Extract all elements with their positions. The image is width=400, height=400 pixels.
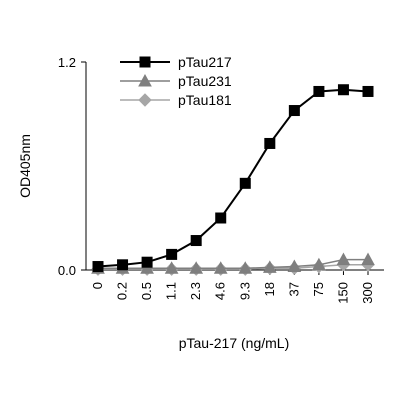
x-tick-label: 75 xyxy=(311,282,326,296)
x-tick-label: 18 xyxy=(262,282,277,296)
legend-item: pTau217 xyxy=(120,54,232,70)
y-tick-label: 1.2 xyxy=(58,55,76,70)
data-point xyxy=(238,261,253,274)
x-tick-label: 4.6 xyxy=(213,282,228,300)
x-ticks: 0 0.2 0.5 1.1 2.3 4.6 9.3 18 37 75 150 300 xyxy=(90,270,375,304)
legend: pTau217 pTau231 pTau181 xyxy=(120,54,232,108)
legend-label: pTau217 xyxy=(178,54,232,70)
x-tick-label: 2.3 xyxy=(188,282,203,300)
data-point xyxy=(189,261,204,274)
legend-marker xyxy=(139,56,151,68)
series-line xyxy=(98,258,368,270)
data-point xyxy=(166,248,178,260)
data-point xyxy=(190,235,202,247)
y-tick-label: 0.0 xyxy=(58,263,76,278)
x-tick-label: 9.3 xyxy=(237,282,252,300)
series-pTau181 xyxy=(91,258,375,276)
data-point xyxy=(264,137,276,149)
data-point xyxy=(361,252,375,266)
data-point xyxy=(164,261,179,274)
data-point xyxy=(337,84,349,96)
x-tick-label: 37 xyxy=(286,282,301,296)
legend-item: pTau231 xyxy=(120,73,232,89)
y-axis-title: OD405nm xyxy=(17,134,33,198)
series-layer xyxy=(91,84,375,276)
series-pTau217 xyxy=(92,84,374,273)
axes xyxy=(85,62,384,271)
data-point xyxy=(262,260,277,273)
x-tick-label: 0 xyxy=(90,282,105,289)
data-point xyxy=(215,212,227,224)
data-point xyxy=(362,85,374,97)
data-point xyxy=(313,85,325,97)
x-tick-label: 0.2 xyxy=(115,282,130,300)
legend-item: pTau181 xyxy=(120,92,232,108)
data-point xyxy=(141,256,153,268)
data-point xyxy=(117,259,129,271)
series-line xyxy=(97,88,369,268)
data-point xyxy=(92,261,104,273)
legend-marker xyxy=(138,93,152,107)
x-axis-title: pTau-217 (ng/mL) xyxy=(179,335,290,351)
data-point xyxy=(140,261,154,274)
legend-label: pTau181 xyxy=(178,92,232,108)
data-point xyxy=(213,261,228,274)
legend-marker xyxy=(138,73,152,87)
data-point xyxy=(239,177,251,189)
data-point xyxy=(287,259,302,273)
x-tick-label: 0.5 xyxy=(139,282,154,300)
x-tick-label: 150 xyxy=(335,282,350,304)
data-point xyxy=(312,257,326,271)
data-point xyxy=(288,105,300,117)
x-tick-label: 300 xyxy=(360,282,375,304)
data-point xyxy=(336,252,351,266)
legend-label: pTau231 xyxy=(178,73,232,89)
x-tick-label: 1.1 xyxy=(164,282,179,300)
y-ticks: 0.0 1.2 xyxy=(58,55,86,278)
